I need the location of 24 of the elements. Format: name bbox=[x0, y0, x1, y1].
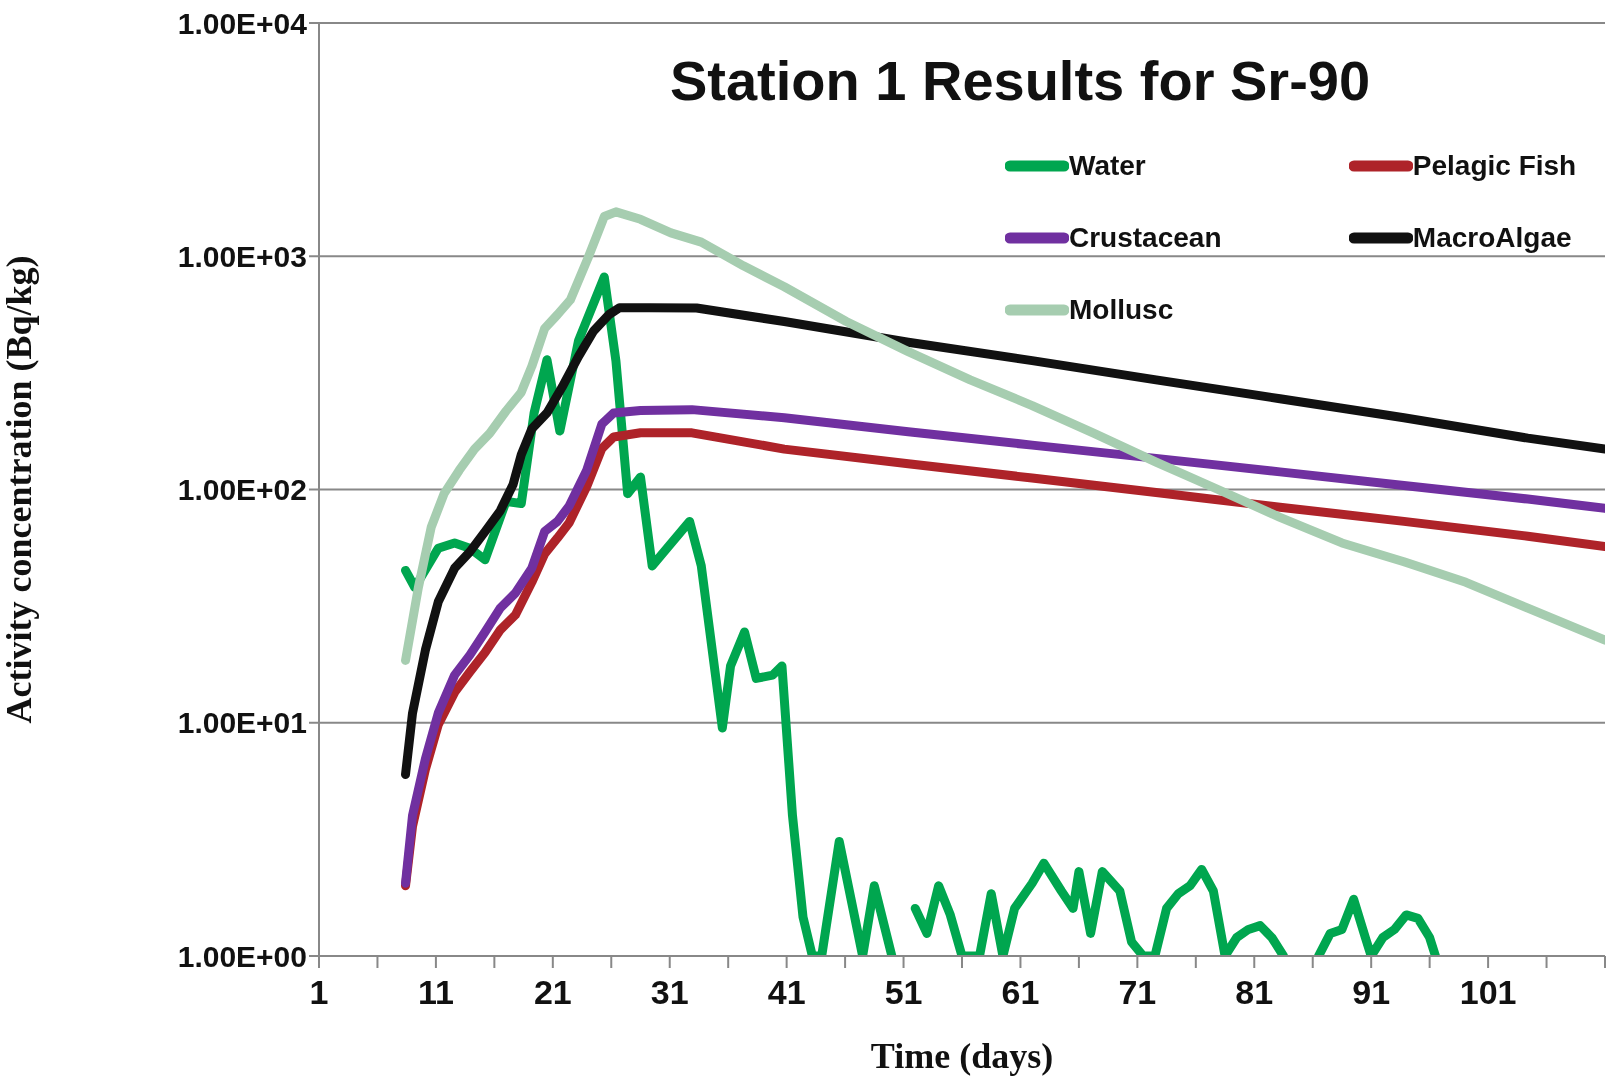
x-tick-label: 51 bbox=[884, 973, 923, 1012]
x-tick-label: 61 bbox=[1001, 973, 1040, 1012]
y-tick-label: 1.00E+00 bbox=[177, 939, 307, 973]
legend-label: Mollusc bbox=[1069, 294, 1174, 326]
x-tick-label: 71 bbox=[1118, 973, 1157, 1012]
x-tick-label: 91 bbox=[1352, 973, 1391, 1012]
x-tick-label: 11 bbox=[417, 973, 454, 1012]
legend-label: Water bbox=[1069, 150, 1146, 182]
y-tick-label: 1.00E+03 bbox=[177, 239, 307, 273]
text: Station 1 Results for Sr-90 bbox=[668, 48, 1372, 113]
x-tick-label: 1 bbox=[309, 973, 329, 1012]
legend-label: Crustacean bbox=[1069, 222, 1222, 254]
x-tick-label: 31 bbox=[650, 973, 689, 1012]
x-tick-label: 101 bbox=[1459, 973, 1517, 1012]
x-axis-title: Time (days) bbox=[870, 1036, 1054, 1076]
x-tick-label: 81 bbox=[1235, 973, 1274, 1012]
x-tick-label: 21 bbox=[533, 973, 572, 1012]
legend-label: Pelagic Fish bbox=[1412, 150, 1577, 182]
y-tick-label: 1.00E+02 bbox=[177, 473, 307, 507]
y-tick-label: 1.00E+01 bbox=[177, 706, 307, 740]
y-tick-label: 1.00E+04 bbox=[177, 6, 308, 40]
x-tick-label: 41 bbox=[767, 973, 806, 1012]
legend-label: MacroAlgae bbox=[1412, 222, 1572, 254]
y-axis-title: Activity concentration (Bq/kg) bbox=[0, 255, 39, 724]
